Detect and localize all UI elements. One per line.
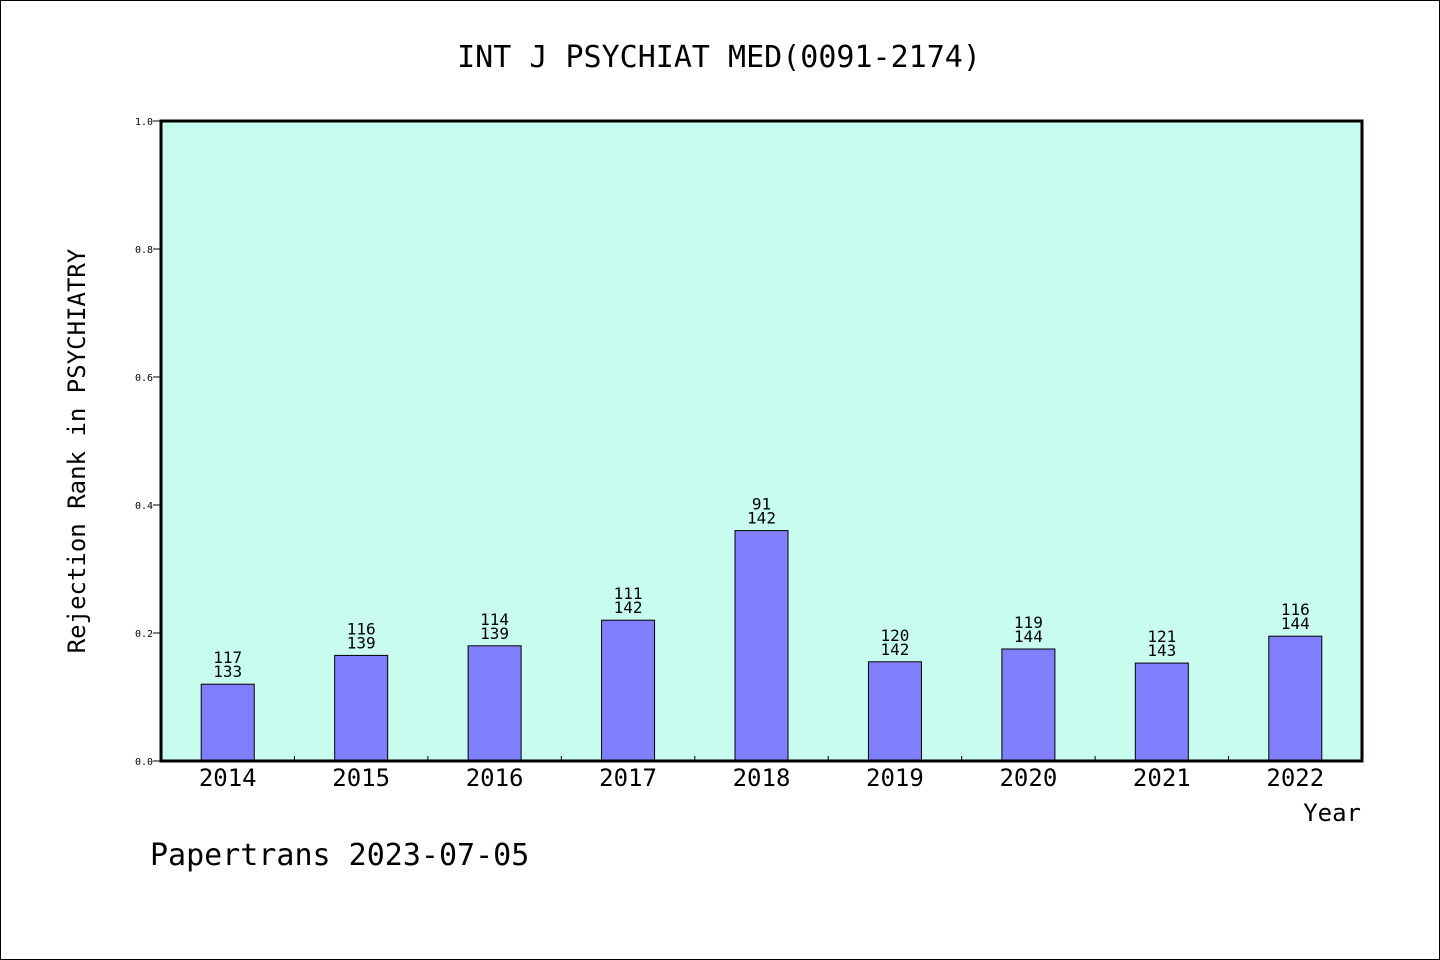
bars-group: 1171331161391141391111429114212014211914… (200, 495, 1323, 762)
bar-label-bottom: 143 (1147, 641, 1176, 660)
bar-2021 (1134, 662, 1189, 762)
bar-label-bottom: 142 (880, 640, 909, 659)
x-tick-label: 2020 (999, 764, 1057, 792)
x-tick-label: 2018 (733, 764, 791, 792)
y-tick-label: 0.4 (135, 501, 153, 512)
bar-label-top: 120 (880, 626, 909, 645)
bar-2017 (601, 619, 656, 762)
y-tick-label: 0.6 (135, 373, 153, 384)
bar-label-top: 114 (480, 610, 509, 629)
x-axis-label: Year (1303, 799, 1361, 827)
bar-2018 (734, 530, 789, 762)
bar-label-top: 119 (1014, 613, 1043, 632)
y-axis-ticks: 0.0 0.2 0.4 0.6 0.8 1.0 (135, 117, 161, 768)
x-tick-label: 2015 (332, 764, 390, 792)
bar-2022 (1268, 635, 1323, 762)
footer-credit: Papertrans 2023-07-05 (150, 838, 529, 873)
bar-label-bottom: 144 (1014, 627, 1043, 646)
bar-label-top: 91 (752, 495, 771, 514)
bar-label-top: 121 (1147, 627, 1176, 646)
bar-label-top: 117 (213, 648, 242, 667)
y-tick-label: 0.8 (135, 245, 153, 256)
bar-label-bottom: 142 (747, 509, 776, 528)
bar-label-bottom: 142 (614, 598, 643, 617)
y-tick-label: 1.0 (135, 117, 153, 128)
bar-2019 (867, 661, 922, 762)
bar-label-top: 116 (347, 619, 376, 638)
bar-2020 (1001, 648, 1056, 762)
y-axis-label: Rejection Rank in PSYCHIATRY (63, 248, 91, 653)
bar-2014 (200, 683, 255, 762)
x-tick-label: 2014 (199, 764, 257, 792)
bar-2015 (334, 654, 389, 762)
x-tick-label: 2021 (1133, 764, 1191, 792)
bar-label-top: 116 (1281, 600, 1310, 619)
x-axis-ticks: 2014 2015 2016 2017 2018 2019 2020 2021 2022 (199, 756, 1324, 792)
x-tick-label: 2019 (866, 764, 924, 792)
x-tick-label: 2017 (599, 764, 657, 792)
bar-label-top: 111 (614, 584, 643, 603)
bar-label-bottom: 139 (347, 633, 376, 652)
bar-label-bottom: 144 (1281, 614, 1310, 633)
chart-title: INT J PSYCHIAT MED(0091-2174) (457, 40, 981, 75)
bar-label-bottom: 139 (480, 624, 509, 643)
y-tick-label: 0.2 (135, 629, 153, 640)
bar-2016 (467, 645, 522, 762)
bar-label-bottom: 133 (213, 662, 242, 681)
x-tick-label: 2022 (1266, 764, 1324, 792)
plot-frame (159, 119, 1364, 763)
x-tick-label: 2016 (466, 764, 524, 792)
y-tick-label: 0.0 (135, 757, 153, 768)
